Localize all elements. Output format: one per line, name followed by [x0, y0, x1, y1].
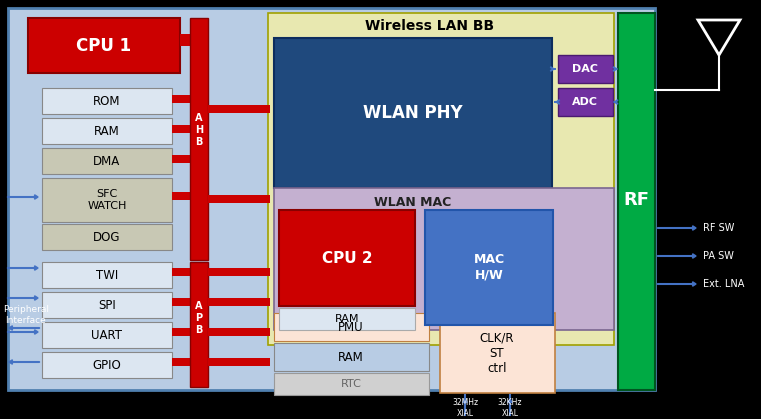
Bar [42, 178, 172, 222]
Text: Ext. LNA: Ext. LNA [703, 279, 744, 289]
Bar [42, 292, 172, 318]
Text: Wireless LAN BB: Wireless LAN BB [365, 19, 495, 33]
Bar [190, 18, 208, 260]
Text: SFC
WATCH: SFC WATCH [88, 189, 126, 211]
Text: RAM: RAM [335, 314, 359, 324]
Text: ROM: ROM [94, 95, 121, 108]
Text: SPI: SPI [98, 298, 116, 311]
Bar [42, 352, 172, 378]
Text: PA SW: PA SW [703, 251, 734, 261]
Bar [172, 298, 190, 306]
Text: RF: RF [623, 191, 649, 209]
Bar [274, 38, 552, 188]
Bar [208, 298, 270, 306]
Bar [208, 105, 270, 113]
Bar [42, 148, 172, 174]
Bar [274, 188, 614, 330]
Bar [274, 313, 429, 341]
Text: RAM: RAM [94, 124, 120, 137]
Text: 32KHz
XIAL: 32KHz XIAL [498, 398, 522, 418]
Bar [172, 95, 190, 103]
Bar [279, 308, 415, 330]
Text: RAM: RAM [338, 351, 364, 364]
Text: RF SW: RF SW [703, 223, 734, 233]
Bar [42, 322, 172, 348]
Bar [42, 224, 172, 250]
Text: CLK/R
ST
ctrl: CLK/R ST ctrl [479, 331, 514, 375]
Bar [274, 343, 429, 371]
Bar [274, 373, 429, 395]
Bar [558, 88, 613, 116]
Text: RTC: RTC [341, 379, 361, 389]
Bar [172, 155, 190, 163]
Bar [172, 358, 190, 366]
Bar [279, 210, 415, 306]
Bar [172, 192, 190, 200]
Text: A
P
B: A P B [196, 301, 202, 335]
Bar [208, 358, 270, 366]
Text: DAC: DAC [572, 64, 598, 74]
Text: CPU 1: CPU 1 [76, 37, 132, 55]
Bar [208, 195, 270, 203]
Bar [425, 210, 553, 325]
Text: CPU 2: CPU 2 [322, 251, 372, 266]
Text: UART: UART [91, 328, 123, 341]
Text: DMA: DMA [94, 155, 121, 168]
Bar [618, 13, 655, 390]
Text: DOG: DOG [94, 230, 121, 243]
Text: TWI: TWI [96, 269, 118, 282]
Bar [172, 328, 190, 336]
Bar [42, 88, 172, 114]
Bar [208, 268, 270, 276]
Bar [172, 125, 190, 133]
Bar [190, 262, 208, 387]
Text: GPIO: GPIO [93, 359, 121, 372]
Text: Peripheral
Interface: Peripheral Interface [3, 305, 49, 325]
Bar [42, 118, 172, 144]
Bar [208, 328, 270, 336]
Bar [268, 13, 614, 345]
Bar [28, 18, 180, 73]
Bar [172, 268, 190, 276]
Bar [8, 8, 655, 390]
Text: PMU: PMU [338, 321, 364, 334]
Bar [180, 34, 190, 46]
Bar [558, 55, 613, 83]
Text: 32MHz
XIAL: 32MHz XIAL [452, 398, 478, 418]
Bar [42, 262, 172, 288]
Text: A
H
B: A H B [195, 114, 203, 147]
Text: MAC
H/W: MAC H/W [473, 253, 505, 281]
Bar [440, 313, 555, 393]
Text: WLAN MAC: WLAN MAC [374, 196, 451, 209]
Text: ADC: ADC [572, 97, 598, 107]
Text: WLAN PHY: WLAN PHY [363, 104, 463, 122]
